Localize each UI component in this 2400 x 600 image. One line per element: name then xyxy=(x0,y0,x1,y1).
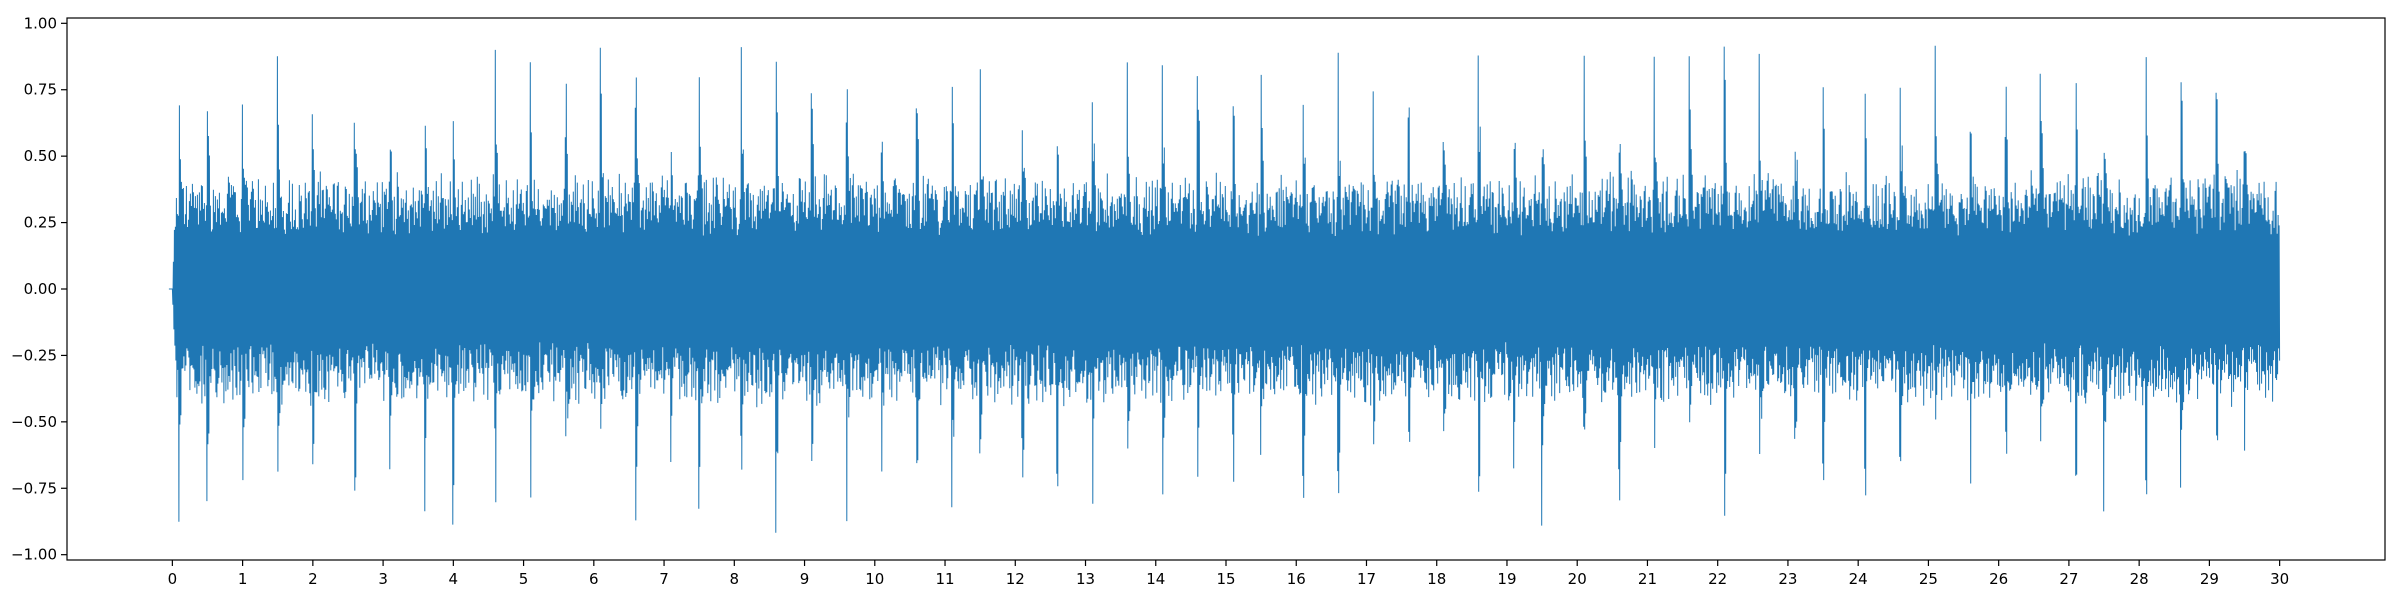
y-tick-label: 0.75 xyxy=(24,81,57,99)
x-tick-label: 3 xyxy=(378,570,388,588)
x-tick-label: 5 xyxy=(519,570,529,588)
x-tick-label: 0 xyxy=(168,570,178,588)
y-tick-label: 0.50 xyxy=(24,147,57,165)
x-tick-label: 10 xyxy=(865,570,884,588)
x-tick-label: 20 xyxy=(1568,570,1587,588)
x-tick-label: 6 xyxy=(589,570,599,588)
x-tick-label: 11 xyxy=(935,570,954,588)
y-tick-label: −0.50 xyxy=(11,413,57,431)
x-tick-label: 15 xyxy=(1216,570,1235,588)
x-tick-label: 19 xyxy=(1497,570,1516,588)
x-tick-label: 1 xyxy=(238,570,248,588)
x-tick-label: 12 xyxy=(1006,570,1025,588)
x-tick-label: 7 xyxy=(659,570,669,588)
x-tick-label: 4 xyxy=(449,570,459,588)
y-axis: −1.00 −0.75 −0.50 −0.25 0.00 0.25 0.50 0.75 1.00 xyxy=(11,14,67,564)
x-axis: 0 1 2 3 4 5 6 7 8 9 10 11 12 13 14 15 16 17 18 19 20 21 22 23 24… xyxy=(168,560,2289,588)
waveform-series-line xyxy=(168,45,2281,533)
x-tick-label: 23 xyxy=(1778,570,1797,588)
x-tick-label: 30 xyxy=(2270,570,2289,588)
y-tick-label: −1.00 xyxy=(11,546,57,564)
x-tick-label: 18 xyxy=(1427,570,1446,588)
y-tick-label: 1.00 xyxy=(24,14,57,32)
plot-area xyxy=(168,45,2281,533)
x-tick-label: 29 xyxy=(2200,570,2219,588)
x-tick-label: 26 xyxy=(1989,570,2008,588)
y-tick-label: 0.25 xyxy=(24,214,57,232)
x-tick-label: 28 xyxy=(2130,570,2149,588)
x-tick-label: 22 xyxy=(1708,570,1727,588)
x-tick-label: 17 xyxy=(1357,570,1376,588)
y-tick-label: −0.75 xyxy=(11,479,57,497)
x-tick-label: 21 xyxy=(1638,570,1657,588)
x-tick-label: 25 xyxy=(1919,570,1938,588)
x-tick-label: 8 xyxy=(730,570,740,588)
x-tick-label: 9 xyxy=(800,570,810,588)
x-tick-label: 14 xyxy=(1146,570,1165,588)
x-tick-label: 27 xyxy=(2059,570,2078,588)
x-tick-label: 13 xyxy=(1076,570,1095,588)
y-tick-label: 0.00 xyxy=(24,280,57,298)
x-tick-label: 16 xyxy=(1287,570,1306,588)
plot-frame xyxy=(66,17,2386,561)
y-tick-label: −0.25 xyxy=(11,346,57,364)
x-tick-label: 24 xyxy=(1849,570,1868,588)
x-tick-label: 2 xyxy=(308,570,318,588)
